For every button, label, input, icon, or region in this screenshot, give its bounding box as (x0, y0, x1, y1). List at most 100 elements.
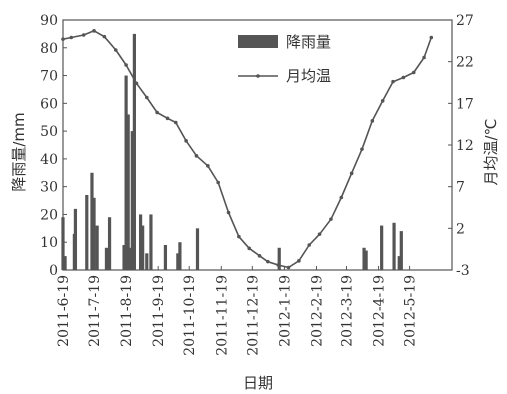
temperature-point (411, 70, 416, 75)
x-tick-label: 2012-4-19 (372, 275, 388, 347)
temperature-point (81, 33, 86, 37)
rainfall-bar (149, 214, 153, 270)
temperature-point (360, 147, 364, 151)
rainfall-bar (141, 225, 145, 270)
temperature-point (113, 48, 118, 52)
y-left-tick-label: 40 (40, 152, 58, 168)
x-tick-label: 2011-8-19 (119, 275, 135, 347)
rainfall-bar (130, 131, 134, 270)
x-axis-title: 日期 (243, 374, 273, 392)
y-right-tick-label: 22 (456, 55, 474, 71)
temperature-point (194, 154, 199, 158)
legend-bar-swatch (238, 35, 278, 48)
y-left-tick-label: 30 (40, 180, 58, 196)
y-right-tick-label: 12 (456, 138, 474, 154)
rainfall-bar (362, 247, 366, 270)
y-left-tick-label: 90 (40, 13, 58, 29)
rainfall-bar (163, 245, 168, 270)
temperature-point (226, 210, 231, 215)
temperature-point (349, 171, 354, 176)
rainfall-bar (399, 231, 403, 270)
y-right-tick-label: 2 (456, 221, 465, 237)
temperature-point (184, 139, 188, 143)
temperature-point (257, 254, 262, 258)
y-left-axis-title: 降雨量/mm (10, 112, 28, 191)
temperature-line (61, 29, 434, 270)
rainfall-bar (95, 225, 99, 270)
temperature-point (286, 265, 291, 270)
y-left-tick-label: 80 (40, 41, 58, 57)
legend-rainfall-label: 降雨量 (286, 33, 331, 51)
temperature-point (237, 234, 241, 239)
temperature-point (266, 259, 270, 264)
rainfall-bar (176, 253, 180, 270)
rainfall-bar (138, 214, 143, 270)
temperature-point (339, 195, 344, 200)
rainfall-bar (126, 114, 130, 270)
rainfall-bar (104, 247, 109, 270)
rainfall-bar (397, 256, 401, 270)
rainfall-bar (85, 195, 89, 270)
x-tick-label: 2011-7-19 (87, 275, 103, 347)
y-right-axis-title: 月均温/℃ (482, 119, 500, 186)
y-left-tick-label: 60 (40, 96, 58, 112)
x-tick-label: 2011-11-19 (214, 275, 230, 356)
y-left-tick-label: 10 (40, 235, 58, 251)
x-tick-label: 2012-1-19 (277, 275, 293, 347)
legend-line-marker (256, 74, 260, 78)
temperature-point (61, 37, 65, 41)
rainfall-bar (132, 33, 136, 271)
temperature-point (69, 35, 74, 40)
rainfall-bar (63, 256, 67, 270)
rainfall-bar (92, 197, 96, 270)
temperature-point (155, 110, 159, 115)
temperature-point (102, 34, 107, 39)
temperature-point (370, 119, 375, 123)
temperature-point (391, 79, 395, 84)
rainfall-bar (195, 228, 200, 270)
temperature-point (165, 116, 170, 121)
x-tick-label: 2012-3-19 (339, 275, 355, 347)
temperature-point (297, 259, 301, 263)
x-tick-label: 2011-9-19 (151, 275, 167, 347)
temperature-point (329, 217, 333, 221)
temperature-point (380, 99, 385, 103)
x-tick-label: 2011-12-19 (245, 275, 261, 356)
temperature-polyline (62, 29, 433, 269)
y-left-tick-label: 0 (49, 263, 58, 279)
rainfall-bar (277, 247, 281, 270)
rainfall-bar (122, 245, 126, 270)
x-tick-label: 2012-5-19 (403, 275, 419, 347)
y-left-tick-label: 70 (40, 69, 58, 85)
x-tick-label: 2011-10-19 (182, 275, 198, 356)
rainfall-bar (61, 217, 65, 270)
temperature-point (124, 63, 128, 67)
rainfall-bars (61, 33, 403, 271)
y-right-tick-label: 17 (456, 96, 474, 112)
temperature-point (216, 180, 220, 185)
chart-frame (62, 19, 453, 271)
rainfall-bar (145, 253, 149, 270)
y-right-tick-label: 7 (456, 180, 465, 196)
rainfall-bar (364, 250, 368, 270)
rainfall-bar (107, 217, 112, 270)
rainfall-bar (73, 208, 78, 270)
rainfall-bar (380, 225, 384, 270)
temperature-point (134, 81, 139, 86)
temperature-point (145, 95, 149, 100)
temperature-point (429, 35, 434, 40)
rainfall-bar (392, 222, 396, 270)
temperature-point (317, 232, 322, 236)
y-right-tick-label: 27 (456, 13, 474, 29)
y-right-tick-label: -3 (456, 263, 470, 279)
rainfall-bar (178, 242, 182, 270)
y-left-tick-label: 20 (40, 207, 58, 223)
temperature-point (422, 55, 426, 60)
x-tick-label: 2011-6-19 (56, 275, 72, 347)
legend-temperature-label: 月均温 (286, 67, 331, 85)
tick-labels: 0102030405060708090-327121722272011-6-19… (40, 13, 474, 356)
temperature-point (247, 246, 252, 251)
temperature-point (401, 75, 406, 80)
x-tick-label: 2012-2-19 (309, 275, 325, 347)
